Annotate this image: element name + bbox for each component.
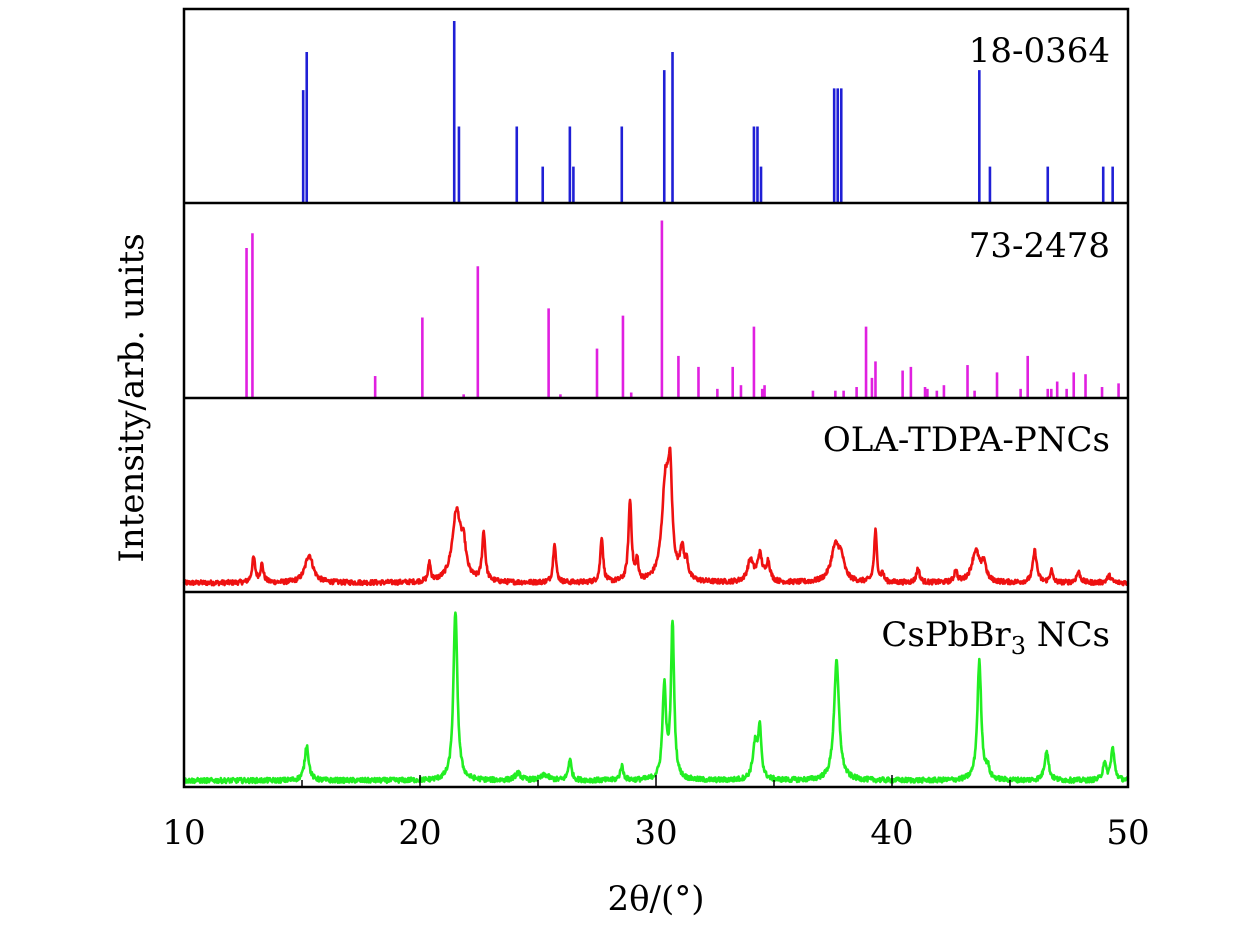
- series-cspbbr3-ncs: [183, 611, 1130, 785]
- x-tick-label: 30: [634, 813, 677, 853]
- y-axis-label: Intensity/arb. units: [112, 233, 152, 562]
- panel-label-cspbbr3-ncs: CsPbBr3 NCs: [881, 615, 1110, 660]
- pattern-line: [182, 446, 1130, 587]
- panel-label-cspbbr3-subscript: 3: [1011, 632, 1026, 660]
- x-tick-label: 10: [162, 813, 205, 853]
- x-axis-label: 2θ/(°): [607, 879, 704, 919]
- x-axis-ticks: 10 20 30 40 50: [162, 775, 1150, 853]
- series-18-0364: [301, 21, 1114, 203]
- panel-label-cspbbr3-suffix: NCs: [1026, 615, 1110, 655]
- pattern-line: [183, 611, 1130, 785]
- x-tick-label: 50: [1106, 813, 1149, 853]
- panel-label-73-2478: 73-2478: [969, 226, 1110, 266]
- x-tick-label: 20: [398, 813, 441, 853]
- series-73-2478: [245, 220, 1120, 398]
- series-ola-tdpa-pncs: [182, 446, 1130, 587]
- plot-area: [182, 21, 1130, 785]
- panel-label-ola-tdpa-pncs: OLA-TDPA-PNCs: [823, 420, 1110, 460]
- x-tick-label: 40: [870, 813, 913, 853]
- panel-label-cspbbr3-main: CsPbBr: [881, 615, 1011, 655]
- panel-label-18-0364: 18-0364: [969, 31, 1110, 71]
